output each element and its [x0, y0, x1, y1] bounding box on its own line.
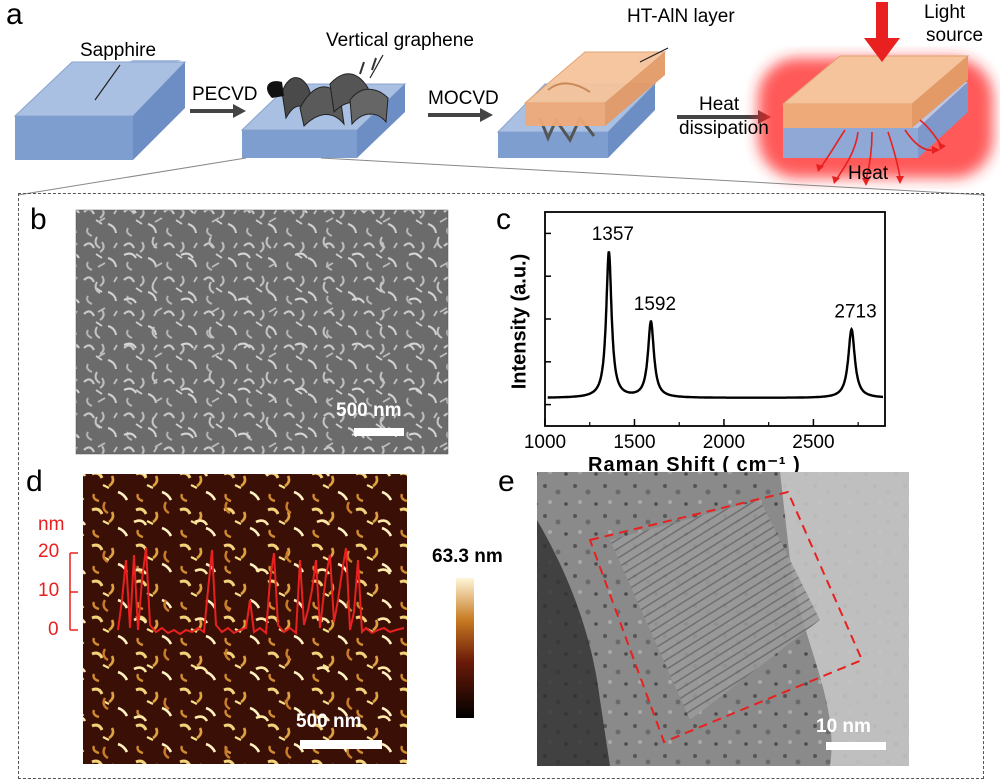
- sem-scale-label: 500 nm: [336, 400, 402, 421]
- label-heat-dissipation-1: Heat: [699, 94, 740, 115]
- label-vertical-graphene: Vertical graphene: [326, 30, 474, 51]
- raman-x-tick-label: 1000: [524, 432, 566, 453]
- afm-profile-tick-0: 0: [48, 619, 59, 640]
- afm-colorbar: [456, 578, 474, 718]
- panel-d-letter: d: [26, 465, 43, 498]
- arrow-mocvd: [428, 108, 493, 122]
- afm-profile-tick-20: 20: [38, 541, 60, 562]
- process-schematic: [13, 2, 993, 196]
- arrow-pecvd: [190, 104, 246, 118]
- raman-peak-label: 1592: [634, 294, 676, 315]
- panel-e-letter: e: [498, 465, 515, 498]
- label-light-line2: source: [926, 25, 984, 46]
- afm-profile-axis: [69, 552, 78, 631]
- afm-profile-unit: nm: [38, 514, 65, 535]
- zoom-box: [18, 193, 984, 779]
- sapphire-substrate: [13, 60, 187, 160]
- label-light-line1: Light: [924, 2, 966, 23]
- raman-x-tick-label: 2000: [703, 432, 745, 453]
- tem-highlight-box: [588, 490, 864, 744]
- tem-scale-label: 10 nm: [816, 716, 871, 737]
- afm-colorbar-max-label: 63.3 nm: [432, 546, 503, 567]
- label-ht-ain-layer: HT-AlN layer: [627, 6, 735, 27]
- raman-x-tick-label: 2500: [792, 432, 834, 453]
- raman-spectrum-line: [547, 251, 883, 399]
- raman-peak-label: 1357: [592, 224, 634, 245]
- panel-a-letter: a: [6, 0, 23, 31]
- raman-peak-label: 2713: [834, 301, 876, 322]
- raman-xlabel: Raman Shift ( cm⁻¹ ): [588, 454, 801, 476]
- afm-profile-tick-10: 10: [38, 580, 60, 601]
- tem-scale-bar: [826, 742, 886, 750]
- sapphire-with-graphene: [240, 57, 407, 158]
- label-sapphire: Sapphire: [80, 40, 157, 61]
- label-heat: Heat: [848, 163, 889, 184]
- label-heat-dissipation-2: dissipation: [679, 118, 769, 139]
- raman-x-tick-label: 1500: [613, 432, 655, 453]
- label-pecvd: PECVD: [192, 84, 258, 105]
- sem-scale-bar: [354, 428, 404, 436]
- afm-height-profile: [117, 547, 405, 636]
- label-mocvd: MOCVD: [428, 88, 499, 109]
- panel-b-letter: b: [30, 203, 47, 236]
- substrate-with-ain: [496, 51, 667, 158]
- afm-scale-label: 500 nm: [296, 711, 362, 732]
- afm-scale-bar: [300, 740, 382, 749]
- panel-c-letter: c: [496, 203, 511, 236]
- heat-dissipation-device: [758, 2, 993, 186]
